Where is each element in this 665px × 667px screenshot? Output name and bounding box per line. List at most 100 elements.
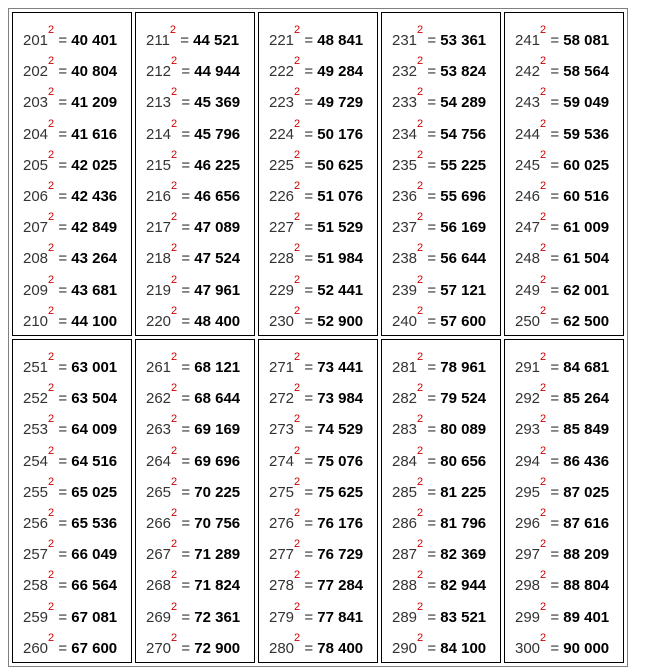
equals-sign: = xyxy=(423,359,441,377)
equals-sign: = xyxy=(300,125,318,143)
base-number: 206 xyxy=(23,188,49,206)
exponent: 2 xyxy=(169,24,177,36)
exponent: 2 xyxy=(171,148,178,161)
square-entry: 2252 = 50 625 xyxy=(269,148,377,179)
square-entry: 2492 = 62 001 xyxy=(515,273,623,304)
equals-sign: = xyxy=(300,577,318,595)
exponent: 2 xyxy=(417,273,424,286)
square-entry: 2972 = 88 209 xyxy=(515,537,623,568)
base-number: 266 xyxy=(146,515,172,533)
equals-sign: = xyxy=(423,312,441,330)
exponent: 2 xyxy=(171,413,178,426)
square-value: 40 804 xyxy=(71,63,118,81)
exponent: 2 xyxy=(48,86,55,99)
exponent: 2 xyxy=(417,242,424,255)
base-number: 207 xyxy=(23,219,49,237)
square-entry: 2942 = 86 436 xyxy=(515,444,623,475)
square-entry: 3002 = 90 000 xyxy=(515,631,623,662)
exponent: 2 xyxy=(417,507,424,520)
square-value: 70 756 xyxy=(194,515,241,533)
square-value: 60 025 xyxy=(563,156,610,174)
square-value: 64 516 xyxy=(71,452,118,470)
exponent: 2 xyxy=(294,55,301,68)
exponent: 2 xyxy=(171,507,178,520)
exponent: 2 xyxy=(294,180,301,193)
square-entry: 2412 = 58 081 xyxy=(515,23,623,54)
base-number: 215 xyxy=(146,156,172,174)
equals-sign: = xyxy=(300,546,318,564)
block-241-250: 2412 = 58 081 2422 = 58 564 2432 = 59 049 2… xyxy=(504,12,624,337)
square-entry: 2702 = 72 900 xyxy=(146,631,254,662)
equals-sign: = xyxy=(54,390,72,408)
exponent: 2 xyxy=(540,382,547,395)
equals-sign: = xyxy=(546,639,564,657)
square-value: 79 524 xyxy=(440,390,487,408)
equals-sign: = xyxy=(54,219,72,237)
equals-sign: = xyxy=(177,483,195,501)
exponent: 2 xyxy=(417,600,424,613)
square-value: 72 900 xyxy=(194,639,241,657)
equals-sign: = xyxy=(54,608,72,626)
equals-sign: = xyxy=(54,515,72,533)
square-value: 62 500 xyxy=(563,312,610,330)
square-entry: 2262 = 51 076 xyxy=(269,179,377,210)
exponent: 2 xyxy=(540,538,547,551)
equals-sign: = xyxy=(546,515,564,533)
base-number: 222 xyxy=(269,63,295,81)
base-number: 283 xyxy=(392,421,418,439)
exponent: 2 xyxy=(417,148,424,161)
square-value: 42 436 xyxy=(71,188,118,206)
exponent: 2 xyxy=(171,242,178,255)
base-number: 252 xyxy=(23,390,49,408)
block-261-270: 2612 = 68 121 2622 = 68 644 2632 = 69 169 2… xyxy=(135,339,255,664)
square-value: 56 169 xyxy=(440,219,487,237)
base-number: 282 xyxy=(392,390,418,408)
base-number: 202 xyxy=(23,63,49,81)
square-entry: 2892 = 83 521 xyxy=(392,600,500,631)
square-entry: 2502 = 62 500 xyxy=(515,304,623,335)
exponent: 2 xyxy=(48,631,55,644)
equals-sign: = xyxy=(423,219,441,237)
base-number: 242 xyxy=(515,63,541,81)
square-value: 88 209 xyxy=(563,546,610,564)
equals-sign: = xyxy=(177,608,195,626)
square-entry: 2802 = 78 400 xyxy=(269,631,377,662)
base-number: 237 xyxy=(392,219,418,237)
base-number: 220 xyxy=(146,312,172,330)
equals-sign: = xyxy=(177,452,195,470)
square-entry: 2142 = 45 796 xyxy=(146,117,254,148)
base-number: 243 xyxy=(515,94,541,112)
base-number: 213 xyxy=(146,94,172,112)
exponent: 2 xyxy=(540,180,547,193)
square-entry: 2032 = 41 209 xyxy=(23,85,131,116)
square-value: 47 961 xyxy=(194,281,241,299)
equals-sign: = xyxy=(300,608,318,626)
exponent: 2 xyxy=(48,24,55,36)
square-value: 87 025 xyxy=(563,483,610,501)
square-entry: 2012 = 40 401 xyxy=(23,23,131,54)
equals-sign: = xyxy=(423,281,441,299)
square-entry: 2752 = 75 625 xyxy=(269,475,377,506)
exponent: 2 xyxy=(48,444,55,457)
square-value: 40 401 xyxy=(71,32,118,49)
base-number: 296 xyxy=(515,515,541,533)
base-number: 223 xyxy=(269,94,295,112)
equals-sign: = xyxy=(300,63,318,81)
exponent: 2 xyxy=(48,351,55,364)
square-value: 61 009 xyxy=(563,219,610,237)
exponent: 2 xyxy=(417,24,424,36)
exponent: 2 xyxy=(48,117,55,130)
square-value: 71 824 xyxy=(194,577,241,595)
base-number: 241 xyxy=(515,32,541,49)
base-number: 247 xyxy=(515,219,541,237)
square-entry: 2862 = 81 796 xyxy=(392,506,500,537)
base-number: 264 xyxy=(146,452,172,470)
equals-sign: = xyxy=(546,125,564,143)
equals-sign: = xyxy=(300,250,318,268)
base-number: 217 xyxy=(146,219,172,237)
square-value: 53 824 xyxy=(440,63,487,81)
base-number: 270 xyxy=(146,639,172,657)
equals-sign: = xyxy=(177,94,195,112)
base-number: 279 xyxy=(269,608,295,626)
exponent: 2 xyxy=(48,273,55,286)
